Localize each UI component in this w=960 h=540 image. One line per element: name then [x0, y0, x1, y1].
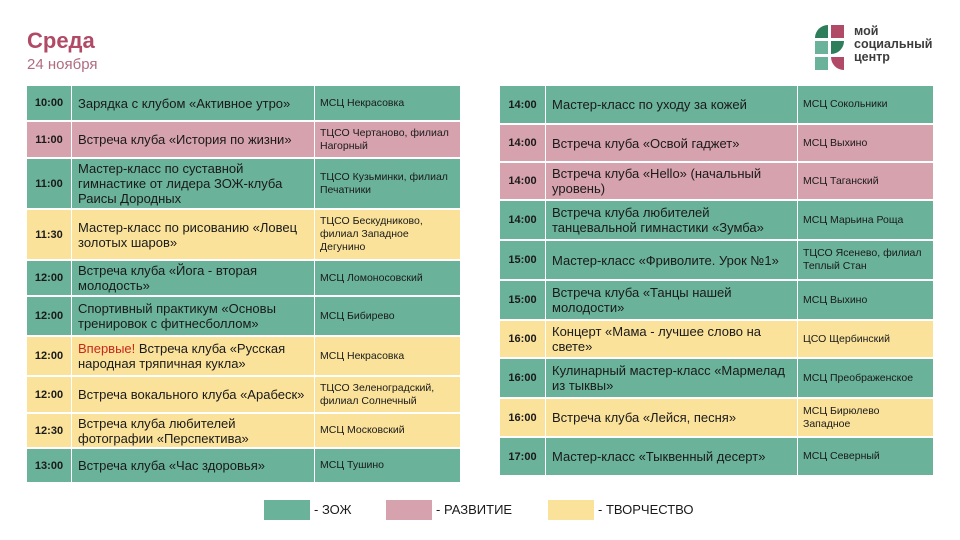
schedule-row: 14:00 Мастер-класс по уходу за кожей МСЦ С… — [500, 86, 933, 123]
schedule-row: 15:00 Встреча клуба «Танцы нашей молодост… — [500, 281, 933, 319]
legend-swatch-tvorchestvo — [548, 500, 594, 520]
event-location: ТЦСО Чертаново, филиал Нагорный — [315, 122, 460, 157]
event-time: 11:00 — [27, 159, 72, 208]
event-title: Мастер-класс «Фриволите. Урок №1» — [546, 241, 798, 279]
event-time: 12:00 — [27, 337, 72, 375]
schedule-row: 10:00 Зарядка с клубом «Активное утро» МСЦ… — [27, 86, 460, 120]
event-location: ТЦСО Зеленоградский, филиал Солнечный — [315, 377, 460, 412]
schedule-row: 11:00 Встреча клуба «История по жизни» ТЦС… — [27, 122, 460, 157]
logo: мой социальный центр — [814, 24, 944, 74]
schedule-row: 13:00 Встреча клуба «Час здоровья» МСЦ Туш… — [27, 449, 460, 482]
event-title: Встреча вокального клуба «Арабеск» — [72, 377, 315, 412]
new-badge: Впервые! — [78, 341, 136, 356]
event-time: 16:00 — [500, 321, 546, 357]
event-location: МСЦ Бирюлево Западное — [798, 399, 933, 436]
event-title: Зарядка с клубом «Активное утро» — [72, 86, 315, 120]
event-time: 14:00 — [500, 125, 546, 161]
event-title: Впервые! Встреча клуба «Русская народная… — [72, 337, 315, 375]
event-location: МСЦ Северный — [798, 438, 933, 475]
event-title: Встреча клуба любителей фотографии «Перс… — [72, 414, 315, 447]
schedule-row: 12:00 Спортивный практикум «Основы тренир… — [27, 297, 460, 335]
event-time: 14:00 — [500, 201, 546, 239]
schedule-row: 12:00 Впервые! Встреча клуба «Русская нар… — [27, 337, 460, 375]
schedule-row: 14:00 Встреча клуба «Hello» (начальный ур… — [500, 163, 933, 199]
event-title: Встреча клуба «Лейся, песня» — [546, 399, 798, 436]
event-time: 14:00 — [500, 163, 546, 199]
event-time: 12:30 — [27, 414, 72, 447]
event-title: Встреча клуба «Час здоровья» — [72, 449, 315, 482]
legend-label-tvorchestvo: - ТВОРЧЕСТВО — [598, 502, 694, 517]
logo-text: мой социальный центр — [854, 24, 933, 64]
event-time: 13:00 — [27, 449, 72, 482]
event-time: 17:00 — [500, 438, 546, 475]
event-time: 15:00 — [500, 281, 546, 319]
event-location: ТЦСО Бескудниково, филиал Западное Дегун… — [315, 210, 460, 259]
schedule-row: 17:00 Мастер-класс «Тыквенный десерт» МСЦ … — [500, 438, 933, 475]
event-location: ТЦСО Кузьминки, филиал Печатники — [315, 159, 460, 208]
page-date: 24 ноября — [27, 56, 98, 73]
right-schedule-table: 14:00 Мастер-класс по уходу за кожей МСЦ С… — [500, 84, 933, 477]
schedule-row: 16:00 Концерт «Мама - лучшее слово на све… — [500, 321, 933, 357]
schedule-row: 16:00 Кулинарный мастер-класс «Мармелад и… — [500, 359, 933, 397]
event-title: Встреча клуба «Освой гаджет» — [546, 125, 798, 161]
event-title: Кулинарный мастер-класс «Мармелад из тык… — [546, 359, 798, 397]
event-location: МСЦ Ломоносовский — [315, 261, 460, 295]
legend-label-zozh: - ЗОЖ — [314, 502, 352, 517]
event-location: МСЦ Тушино — [315, 449, 460, 482]
event-title: Встреча клуба любителей танцевальной гим… — [546, 201, 798, 239]
schedule-row: 11:00 Мастер-класс по суставной гимнастик… — [27, 159, 460, 208]
event-time: 12:00 — [27, 261, 72, 295]
event-title: Встреча клуба «Танцы нашей молодости» — [546, 281, 798, 319]
event-location: МСЦ Некрасовка — [315, 86, 460, 120]
event-location: МСЦ Бибирево — [315, 297, 460, 335]
legend-label-razvitie: - РАЗВИТИЕ — [436, 502, 513, 517]
event-time: 12:00 — [27, 297, 72, 335]
schedule-row: 12:30 Встреча клуба любителей фотографии … — [27, 414, 460, 447]
event-location: МСЦ Преображенское — [798, 359, 933, 397]
event-title: Спортивный практикум «Основы тренировок … — [72, 297, 315, 335]
event-title: Мастер-класс «Тыквенный десерт» — [546, 438, 798, 475]
event-title: Мастер-класс по суставной гимнастике от … — [72, 159, 315, 208]
page-title: Среда — [27, 28, 95, 53]
event-time: 11:30 — [27, 210, 72, 259]
schedule-row: 11:30 Мастер-класс по рисованию «Ловец зо… — [27, 210, 460, 259]
left-schedule-table: 10:00 Зарядка с клубом «Активное утро» МСЦ… — [27, 84, 460, 484]
event-time: 15:00 — [500, 241, 546, 279]
event-location: МСЦ Некрасовка — [315, 337, 460, 375]
schedule-row: 16:00 Встреча клуба «Лейся, песня» МСЦ Бир… — [500, 399, 933, 436]
schedule-row: 12:00 Встреча вокального клуба «Арабеск» Т… — [27, 377, 460, 412]
event-location: МСЦ Таганский — [798, 163, 933, 199]
event-title: Встреча клуба «Hello» (начальный уровень… — [546, 163, 798, 199]
schedule-row: 15:00 Мастер-класс «Фриволите. Урок №1» ТЦ… — [500, 241, 933, 279]
schedule-row: 12:00 Встреча клуба «Йога - вторая молодо… — [27, 261, 460, 295]
event-location: ЦСО Щербинский — [798, 321, 933, 357]
event-time: 16:00 — [500, 399, 546, 436]
event-title: Концерт «Мама - лучшее слово на свете» — [546, 321, 798, 357]
event-time: 10:00 — [27, 86, 72, 120]
event-title: Мастер-класс по уходу за кожей — [546, 86, 798, 123]
event-time: 11:00 — [27, 122, 72, 157]
event-title: Мастер-класс по рисованию «Ловец золотых… — [72, 210, 315, 259]
event-location: МСЦ Московский — [315, 414, 460, 447]
logo-mark-icon — [815, 25, 844, 70]
event-location: МСЦ Марьина Роща — [798, 201, 933, 239]
legend-swatch-zozh — [264, 500, 310, 520]
schedule-row: 14:00 Встреча клуба любителей танцевально… — [500, 201, 933, 239]
legend-swatch-razvitie — [386, 500, 432, 520]
event-location: ТЦСО Ясенево, филиал Теплый Стан — [798, 241, 933, 279]
event-title: Встреча клуба «История по жизни» — [72, 122, 315, 157]
event-location: МСЦ Выхино — [798, 125, 933, 161]
event-time: 14:00 — [500, 86, 546, 123]
event-title-text: Встреча клуба «Русская народная тряпична… — [78, 341, 286, 371]
event-location: МСЦ Выхино — [798, 281, 933, 319]
event-time: 12:00 — [27, 377, 72, 412]
event-time: 16:00 — [500, 359, 546, 397]
event-title: Встреча клуба «Йога - вторая молодость» — [72, 261, 315, 295]
event-location: МСЦ Сокольники — [798, 86, 933, 123]
schedule-row: 14:00 Встреча клуба «Освой гаджет» МСЦ Вых… — [500, 125, 933, 161]
